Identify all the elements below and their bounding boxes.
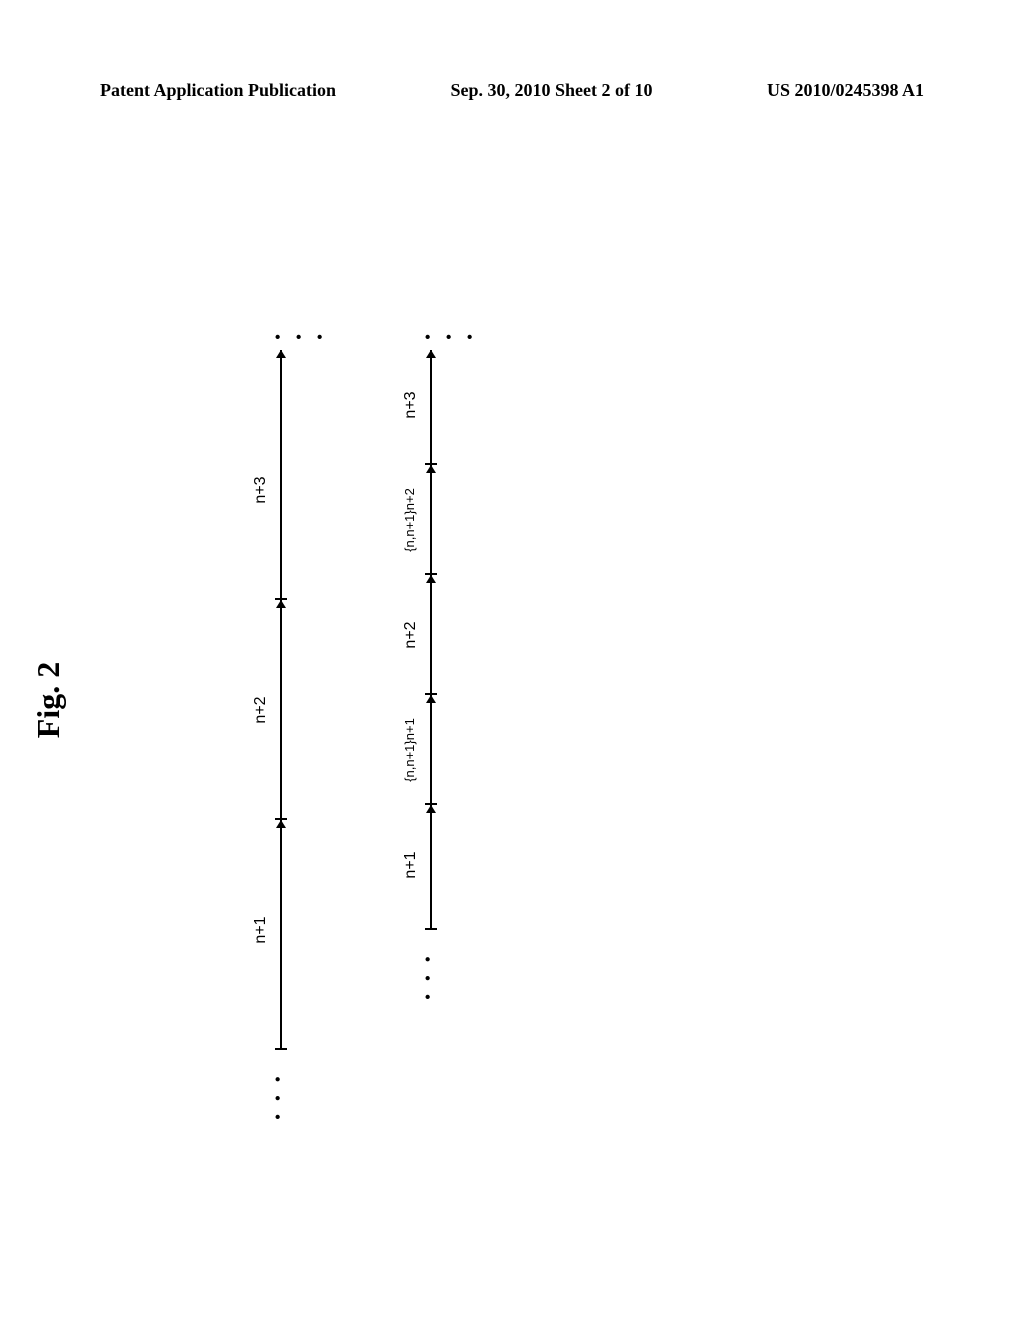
tick <box>275 1048 287 1050</box>
arrow-head-icon <box>426 350 436 358</box>
segment-label: n+3 <box>402 391 420 418</box>
segment-label: n+3 <box>252 476 270 503</box>
tick <box>425 928 437 930</box>
segment-label: {n,n+1}n+1 <box>402 718 417 782</box>
timeline-top: • • • n+1 n+2 n+3 • • • <box>280 350 282 1050</box>
dots-top-left: • • • <box>268 1072 289 1120</box>
arrow-head-icon <box>426 575 436 583</box>
arrow-head-icon <box>276 820 286 828</box>
segment-label: n+1 <box>402 851 420 878</box>
page-header: Patent Application Publication Sep. 30, … <box>0 80 1024 101</box>
timeline-bottom: • • • n+1 {n,n+1}n+1 n+2 {n,n+1}n+2 n+3 … <box>430 350 432 930</box>
arrow-head-icon <box>276 600 286 608</box>
arrow-head-icon <box>426 805 436 813</box>
figure-label: Fig. 2 <box>30 662 67 738</box>
figure-container: Fig. 2 • • • n+1 n+2 n+3 • • • • • • n+1… <box>80 350 1024 1050</box>
header-right: US 2010/0245398 A1 <box>767 80 924 101</box>
segment-label: n+2 <box>252 696 270 723</box>
segment-label: n+1 <box>252 916 270 943</box>
header-center: Sep. 30, 2010 Sheet 2 of 10 <box>451 80 653 101</box>
arrow-head-icon <box>276 350 286 358</box>
arrow-head-icon <box>426 465 436 473</box>
segment-label: n+2 <box>402 621 420 648</box>
dots-top-right: • • • <box>268 330 331 340</box>
header-left: Patent Application Publication <box>100 80 336 101</box>
arrow-head-icon <box>426 695 436 703</box>
segment-label: {n,n+1}n+2 <box>402 488 417 552</box>
dots-bottom-left: • • • <box>418 952 439 1000</box>
dots-bottom-right: • • • <box>418 330 481 340</box>
